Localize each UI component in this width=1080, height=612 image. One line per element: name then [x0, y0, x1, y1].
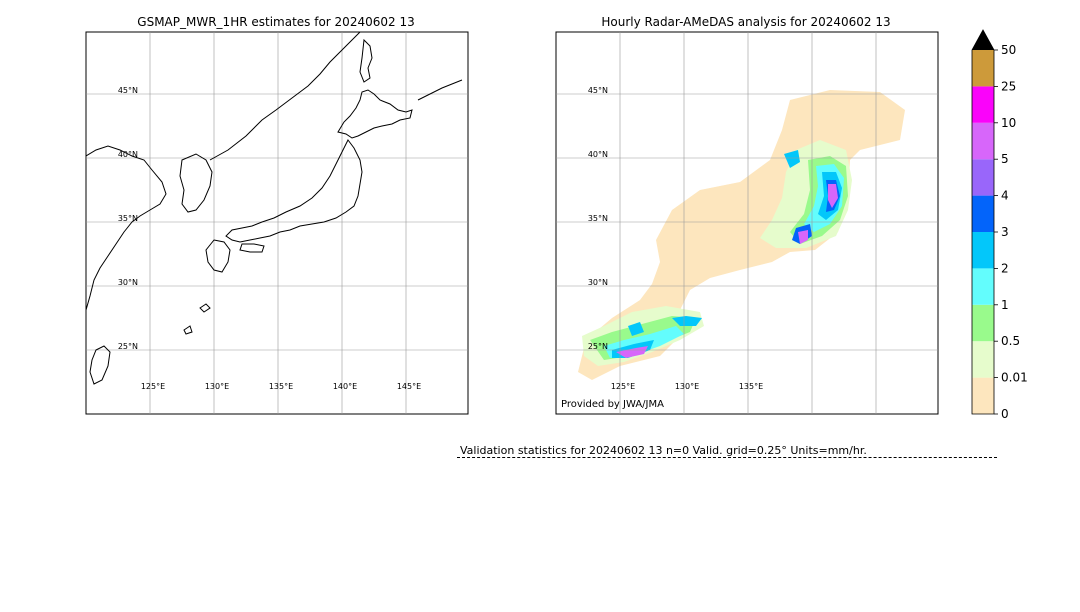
left-lat-label: 25°N: [118, 342, 138, 351]
validation-divider: [457, 457, 997, 458]
precip-band-10: [616, 346, 648, 358]
precip-band-10: [828, 184, 838, 208]
left-lon-label: 130°E: [205, 382, 229, 391]
colorbar-tick-label: 10: [1001, 116, 1016, 130]
colorbar-tick-label: 0: [1001, 407, 1009, 421]
right-lon-label: 135°E: [739, 382, 763, 391]
colorbar-segment: [972, 86, 994, 123]
colorbar-tick-label: 25: [1001, 79, 1016, 93]
colorbar-segment: [972, 195, 994, 232]
precip-band-3: [672, 316, 702, 326]
right-map-axis-labels: 45°N 40°N 35°N 30°N 25°N 125°E 130°E 135…: [588, 86, 763, 391]
right-lat-label: 25°N: [588, 342, 608, 351]
colorbar-tick-label: 1: [1001, 298, 1009, 312]
colorbar-segment: [972, 341, 994, 378]
colorbar-segment: [972, 122, 994, 160]
right-map-title: Hourly Radar-AMeDAS analysis for 2024060…: [601, 15, 891, 29]
right-map-frame: [555, 31, 939, 415]
colorbar-segment: [972, 268, 994, 305]
colorbar-outline: [971, 29, 995, 415]
left-lon-label: 145°E: [397, 382, 421, 391]
right-lat-label: 45°N: [588, 86, 608, 95]
colorbar-tick-label: 50: [1001, 43, 1016, 57]
colorbar-tick-label: 4: [1001, 189, 1009, 203]
colorbar-tick-label: 2: [1001, 261, 1009, 275]
left-lat-label: 40°N: [118, 150, 138, 159]
left-map-gridlines: [86, 32, 468, 414]
left-lon-label: 140°E: [333, 382, 357, 391]
precip-band-3: [628, 322, 644, 336]
colorbar-segment: [972, 50, 994, 87]
data-credit: Provided by JWA/JMA: [561, 399, 664, 410]
colorbar-segment: [972, 159, 994, 196]
colorbar-tick-label: 5: [1001, 152, 1009, 166]
left-map-title: GSMAP_MWR_1HR estimates for 20240602 13: [137, 15, 415, 29]
right-lon-label: 130°E: [675, 382, 699, 391]
left-lon-label: 125°E: [141, 382, 165, 391]
left-lat-label: 35°N: [118, 214, 138, 223]
right-lat-label: 40°N: [588, 150, 608, 159]
colorbar: 0 0.01 0.5 1 2 3 4 5 10 25 50: [971, 29, 1028, 421]
colorbar-segment: [972, 377, 994, 414]
right-lat-label: 30°N: [588, 278, 608, 287]
colorbar-segment: [972, 232, 994, 269]
left-lat-label: 30°N: [118, 278, 138, 287]
left-map-frame: [85, 31, 469, 415]
colorbar-tick-label: 0.5: [1001, 334, 1020, 348]
right-lon-label: 125°E: [611, 382, 635, 391]
right-map-gridlines: [556, 32, 938, 414]
left-lon-label: 135°E: [269, 382, 293, 391]
colorbar-extend-arrow: [972, 30, 994, 50]
colorbar-tick-label: 0.01: [1001, 371, 1028, 385]
colorbar-segment: [972, 304, 994, 342]
left-lat-label: 45°N: [118, 86, 138, 95]
right-lat-label: 35°N: [588, 214, 608, 223]
precip-band-10: [798, 230, 808, 244]
colorbar-tick-label: 3: [1001, 225, 1009, 239]
precip-band-3: [784, 150, 800, 168]
validation-statistics: Validation statistics for 20240602 13 n=…: [460, 444, 867, 457]
left-map-axis-labels: 45°N 40°N 35°N 30°N 25°N 125°E 130°E 135…: [118, 86, 421, 391]
